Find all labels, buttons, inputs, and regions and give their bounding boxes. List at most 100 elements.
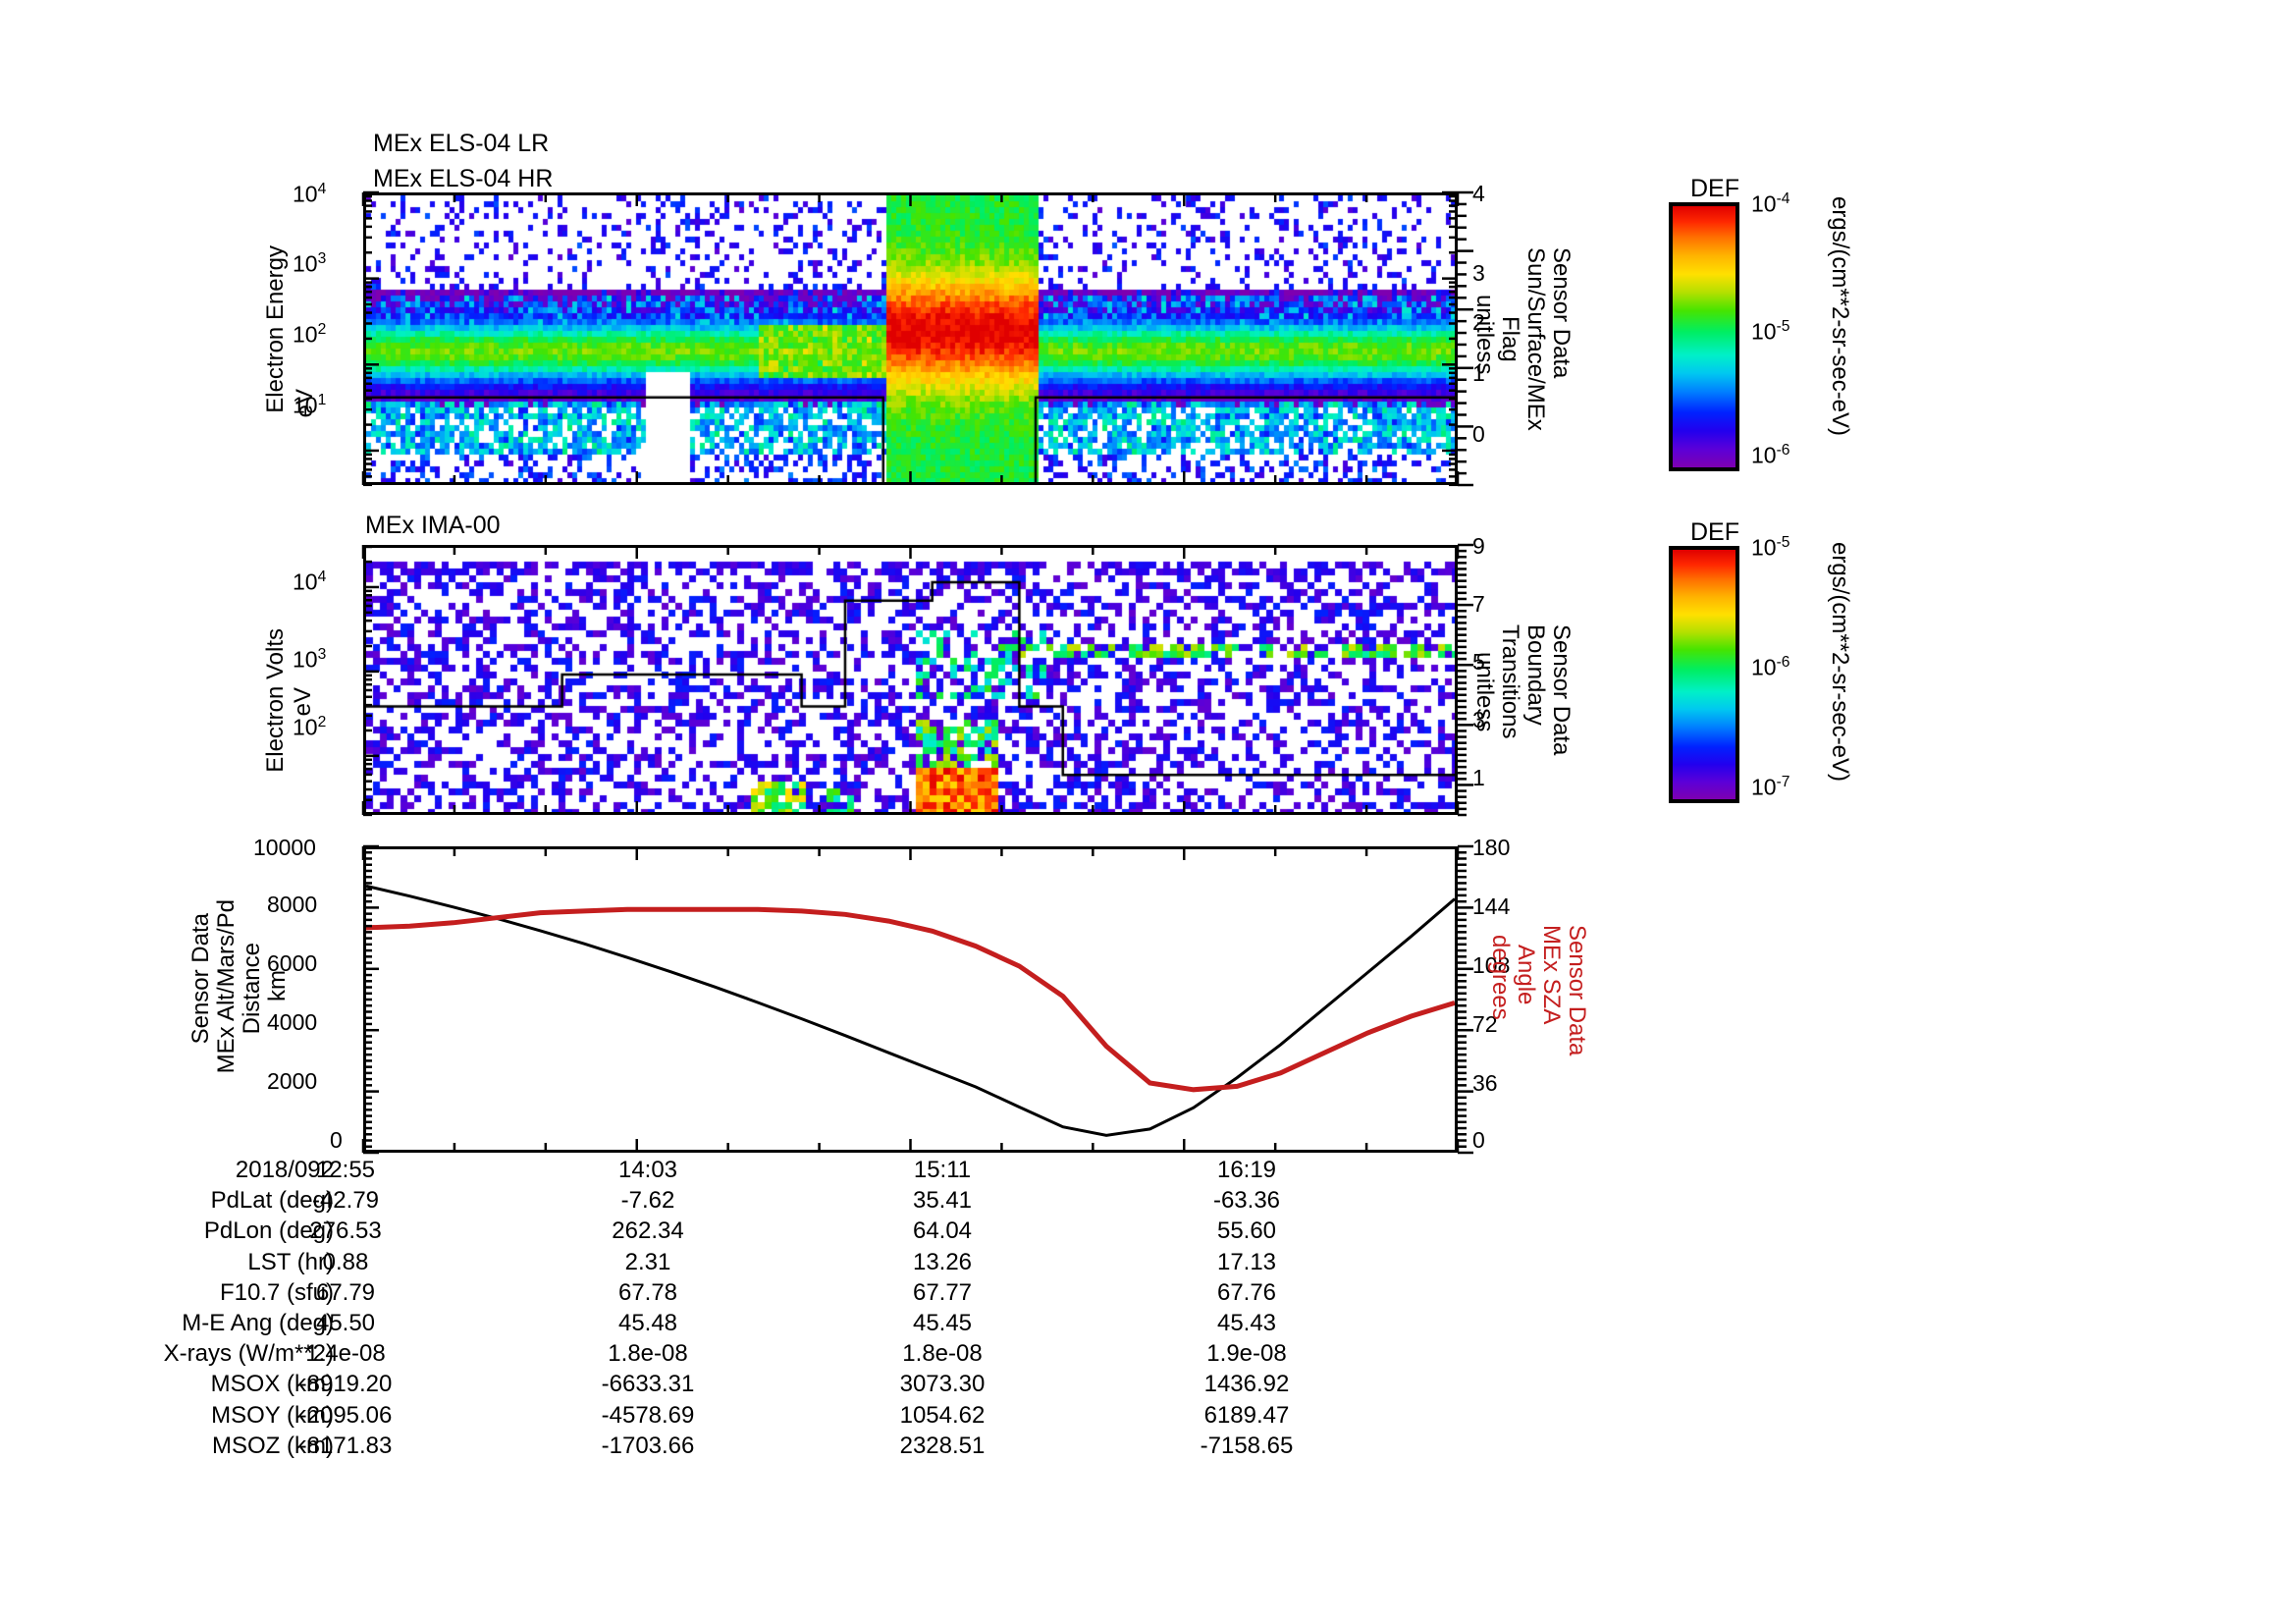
panel3-right-ytick-72: 72 (1472, 1011, 1498, 1037)
table-cell: 262.34 (612, 1217, 684, 1245)
panel3-right-axis-line3: Angle (1513, 945, 1540, 1005)
table-row-label: MSOY (km) (211, 1401, 334, 1429)
table-row-label: F10.7 (sfu) (219, 1278, 334, 1306)
panel2-right-axis-line3: Transitions (1497, 624, 1524, 739)
panel3-right-axis-line4: degrees (1487, 935, 1515, 1020)
panel1-ytick-1e4: 104 (293, 181, 327, 207)
panel2-left-axis-line2: eV (290, 687, 316, 717)
panel1-right-ytick-0: 0 (1472, 421, 1485, 447)
table-cell: -6633.31 (601, 1371, 695, 1398)
colorbar2-label: DEF (1690, 518, 1739, 546)
panel1-right-axis-line2: Sun/Surface/MEx (1522, 247, 1550, 431)
table-row-label: X-rays (W/m**2) (163, 1340, 334, 1368)
colorbar2-unit: ergs/(cm**2-sr-sec-eV) (1827, 542, 1854, 783)
colorbar2-bottom-tick: 10-7 (1751, 774, 1790, 800)
table-cell: -2095.06 (298, 1401, 393, 1429)
panel3-ytick-10000: 10000 (253, 835, 316, 860)
panel-altitude-sza (363, 846, 1458, 1153)
table-cell: 0.88 (322, 1248, 369, 1275)
table-cell: 1054.62 (899, 1401, 986, 1429)
panel2-right-ytick-7: 7 (1472, 591, 1485, 617)
panel1-right-axis-line3: Flag (1497, 316, 1524, 362)
table-cell: 2.31 (624, 1248, 671, 1275)
panel3-left-axis-line2: MEx Alt/Mars/Pd (213, 899, 240, 1074)
table-cell: 1.8e-08 (608, 1340, 688, 1368)
panel2-right-axis-line2: Boundary (1522, 624, 1550, 726)
panel3-right-ytick-0: 0 (1472, 1127, 1485, 1153)
panel3-ytick-8000: 8000 (267, 892, 318, 917)
panel2-right-ytick-1: 1 (1472, 765, 1485, 790)
table-cell: -7.62 (620, 1187, 675, 1215)
panel3-ytick-2000: 2000 (267, 1068, 318, 1094)
table-cell: 35.41 (912, 1187, 973, 1215)
panel3-right-ytick-36: 36 (1472, 1070, 1498, 1096)
table-cell: 1.8e-08 (902, 1340, 983, 1368)
panel1-left-axis-label-line2: eV (292, 389, 318, 418)
panel2-title: MEx IMA-00 (365, 512, 501, 539)
table-cell: -7158.65 (1200, 1432, 1294, 1459)
table-cell: 1.9e-08 (1206, 1340, 1287, 1368)
table-cell: 15:11 (913, 1157, 972, 1183)
panel3-left-axis-line1: Sensor Data (187, 913, 214, 1045)
table-cell: 1436.92 (1203, 1371, 1290, 1398)
table-cell: 13.26 (912, 1248, 973, 1275)
table-cell: -8171.83 (298, 1432, 393, 1459)
table-cell: 45.50 (315, 1310, 376, 1336)
table-row-label: MSOZ (km) (212, 1432, 334, 1459)
panel1-right-ytick-1: 1 (1472, 360, 1485, 386)
table-cell: 14:03 (617, 1157, 678, 1183)
panel1-right-ytick-2: 2 (1472, 309, 1485, 335)
panel2-left-axis-line1: Electron Volts (262, 628, 289, 773)
panel-electron-energy-spectrogram (363, 192, 1458, 485)
panel3-right-ytick-180: 180 (1472, 835, 1511, 860)
panel1-right-ytick-4: 4 (1472, 181, 1485, 206)
table-cell: 1.4e-08 (305, 1340, 386, 1368)
panel3-left-axis-line4: km (264, 970, 291, 1001)
panel3-right-ytick-108: 108 (1472, 952, 1511, 978)
els-spectrogram-canvas (366, 195, 1455, 482)
colorbar1-mid-tick: 10-5 (1751, 318, 1790, 345)
table-row-label: MSOX (km) (210, 1371, 334, 1398)
table-cell: 64.04 (912, 1217, 973, 1245)
panel1-ytick-1e2: 102 (293, 321, 327, 348)
panel2-right-ytick-9: 9 (1472, 533, 1485, 559)
table-cell: -4578.69 (601, 1401, 695, 1429)
table-cell: -8919.20 (298, 1371, 393, 1398)
panel1-ytick-1e1: 101 (293, 392, 327, 418)
panel3-right-ytick-144: 144 (1472, 893, 1511, 919)
panel2-ytick-1e4: 104 (293, 568, 327, 595)
table-cell: 67.76 (1216, 1278, 1277, 1306)
panel2-ytick-1e3: 103 (293, 646, 327, 673)
table-row-label: PdLon (deg) (203, 1217, 334, 1245)
table-cell: -63.36 (1212, 1187, 1281, 1215)
altitude-curve (366, 884, 1455, 1137)
panel1-left-axis-label-line1: Electron Energy (262, 245, 289, 413)
table-cell: 55.60 (1216, 1217, 1277, 1245)
panel3-ytick-6000: 6000 (267, 950, 318, 976)
table-row-label: M-E Ang (deg) (182, 1310, 334, 1336)
table-cell: 45.43 (1216, 1310, 1277, 1336)
table-cell: 6189.47 (1203, 1401, 1290, 1429)
table-cell: 67.77 (912, 1278, 973, 1306)
colorbar2-gradient (1669, 546, 1739, 803)
table-row-label: 2018/092 (235, 1157, 334, 1183)
table-cell: 45.48 (617, 1310, 678, 1336)
panel1-ytick-1e3: 103 (293, 250, 327, 277)
panel3-left-axis-line3: Distance (239, 943, 265, 1035)
panel3-ytick-4000: 4000 (267, 1009, 318, 1035)
sza-curve (366, 906, 1455, 1093)
colorbar2-mid-tick: 10-6 (1751, 654, 1790, 680)
table-cell: 16:19 (1216, 1157, 1277, 1183)
panel2-ytick-1e2: 102 (293, 714, 327, 740)
panel-ima-spectrogram (363, 545, 1458, 815)
table-cell: 45.45 (912, 1310, 973, 1336)
table-cell: -42.79 (311, 1187, 380, 1215)
panel2-right-axis-line4: unitless (1471, 652, 1499, 732)
table-cell: 12:55 (315, 1157, 376, 1183)
table-cell: 17.13 (1216, 1248, 1277, 1275)
panel2-right-ytick-3: 3 (1472, 707, 1485, 732)
panel3-right-axis-line1: Sensor Data (1564, 925, 1591, 1056)
table-row-label: PdLat (deg) (210, 1187, 334, 1215)
panel1-right-axis-line1: Sensor Data (1548, 247, 1575, 379)
